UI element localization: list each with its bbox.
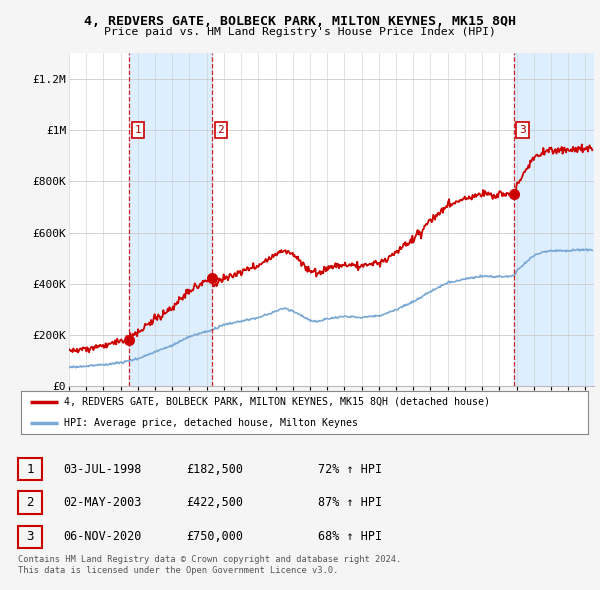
Text: £182,500: £182,500 — [186, 463, 243, 476]
Text: 1: 1 — [134, 125, 141, 135]
Text: 03-JUL-1998: 03-JUL-1998 — [63, 463, 142, 476]
Text: 72% ↑ HPI: 72% ↑ HPI — [318, 463, 382, 476]
Text: 06-NOV-2020: 06-NOV-2020 — [63, 530, 142, 543]
Text: Contains HM Land Registry data © Crown copyright and database right 2024.
This d: Contains HM Land Registry data © Crown c… — [18, 555, 401, 575]
Bar — [514, 53, 594, 386]
Text: Price paid vs. HM Land Registry's House Price Index (HPI): Price paid vs. HM Land Registry's House … — [104, 27, 496, 37]
Text: 2: 2 — [26, 496, 34, 509]
Text: £750,000: £750,000 — [186, 530, 243, 543]
Bar — [129, 53, 212, 386]
Text: 1: 1 — [26, 463, 34, 476]
Text: 3: 3 — [26, 530, 34, 543]
Text: 87% ↑ HPI: 87% ↑ HPI — [318, 496, 382, 509]
Text: 2: 2 — [218, 125, 224, 135]
Text: 02-MAY-2003: 02-MAY-2003 — [63, 496, 142, 509]
Text: 3: 3 — [519, 125, 526, 135]
Text: 4, REDVERS GATE, BOLBECK PARK, MILTON KEYNES, MK15 8QH (detached house): 4, REDVERS GATE, BOLBECK PARK, MILTON KE… — [64, 397, 490, 407]
Text: HPI: Average price, detached house, Milton Keynes: HPI: Average price, detached house, Milt… — [64, 418, 358, 428]
Text: 4, REDVERS GATE, BOLBECK PARK, MILTON KEYNES, MK15 8QH: 4, REDVERS GATE, BOLBECK PARK, MILTON KE… — [84, 15, 516, 28]
Text: 68% ↑ HPI: 68% ↑ HPI — [318, 530, 382, 543]
Text: £422,500: £422,500 — [186, 496, 243, 509]
